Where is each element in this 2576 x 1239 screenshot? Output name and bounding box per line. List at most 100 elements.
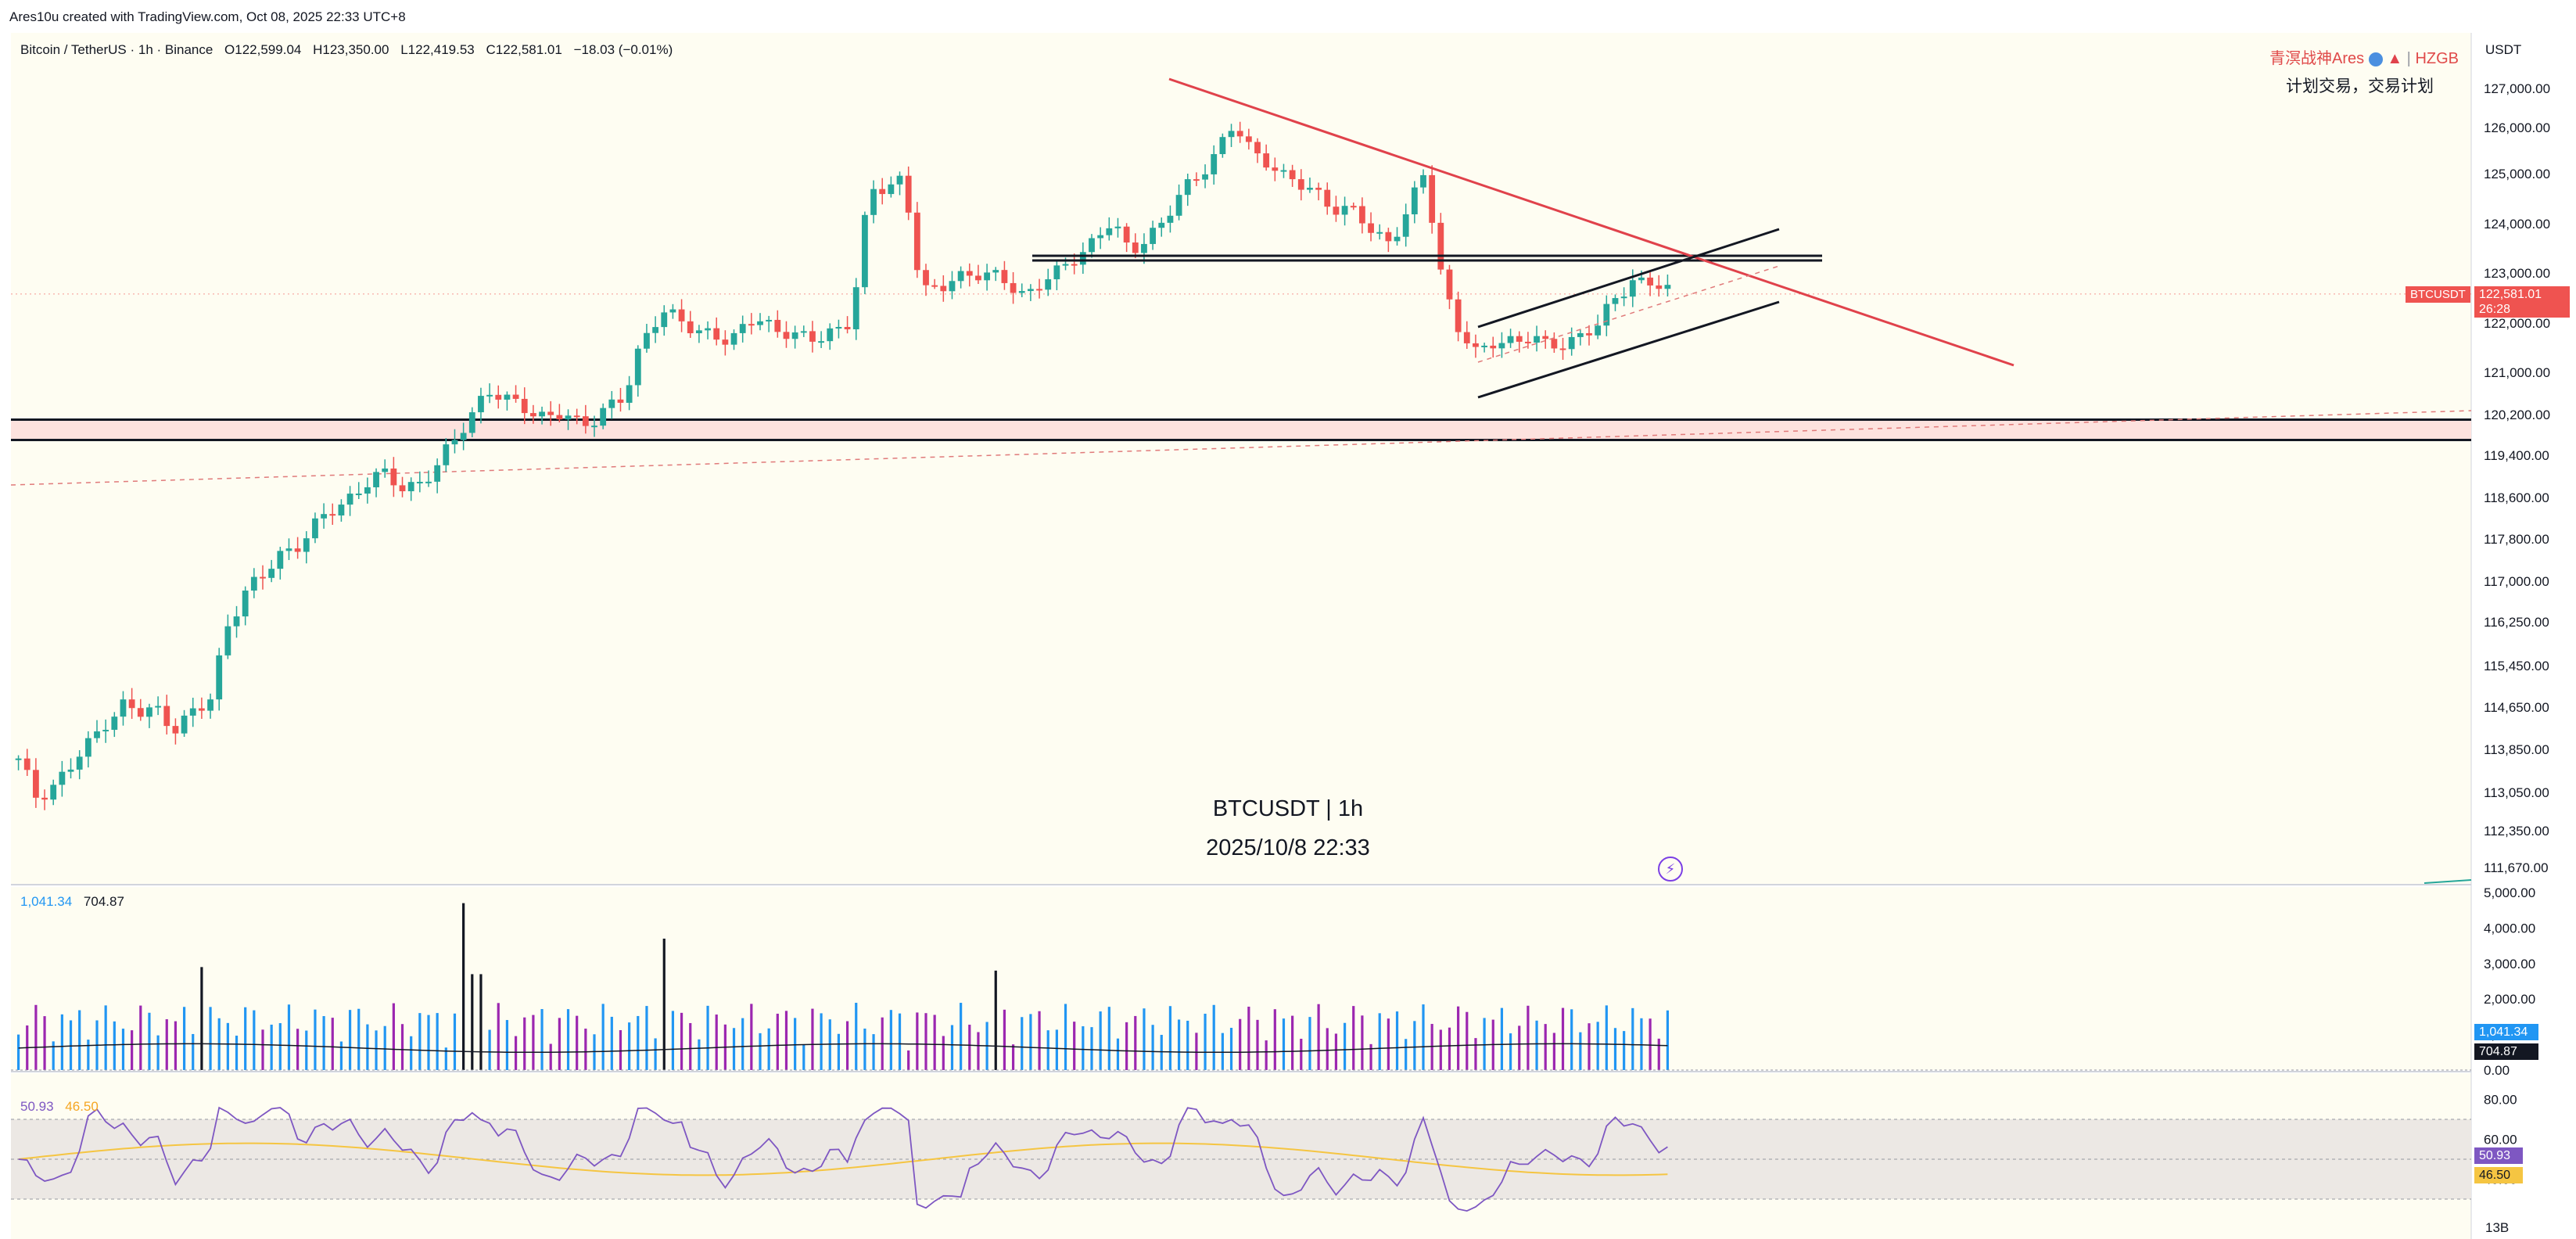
- volume-bar: [1657, 1038, 1660, 1070]
- flame-icon: ▲: [2387, 50, 2403, 67]
- candle-body: [32, 770, 39, 798]
- candle-body: [451, 440, 458, 445]
- candle-body: [468, 412, 475, 433]
- volume-bar: [889, 1010, 892, 1070]
- candle-body: [617, 399, 624, 403]
- candle-body: [1245, 136, 1252, 142]
- candle-body: [233, 616, 240, 627]
- candle-body: [1551, 339, 1558, 349]
- candle-body: [434, 465, 441, 482]
- price-tick-label: 119,400.00: [2484, 448, 2549, 463]
- volume-bar: [1064, 1004, 1067, 1070]
- volume-bar: [497, 1003, 500, 1070]
- candle-body: [111, 716, 118, 731]
- candle-body: [757, 321, 763, 325]
- volume-bar: [436, 1013, 439, 1070]
- symbol-label[interactable]: Bitcoin / TetherUS · 1h · Binance: [20, 42, 213, 57]
- candle-body: [155, 706, 162, 708]
- volume-bar: [104, 1005, 107, 1070]
- volume-bar: [1204, 1013, 1207, 1070]
- candle-body: [399, 485, 406, 492]
- countdown-value: 26:28: [2479, 303, 2511, 316]
- volume-bar: [1151, 1025, 1154, 1070]
- volume-bar: [1038, 1011, 1041, 1070]
- volume-bar: [1387, 1018, 1390, 1070]
- candle-body: [1350, 206, 1357, 208]
- candle-body: [390, 469, 397, 486]
- volume-bar: [540, 1009, 544, 1070]
- volume-bar: [1544, 1024, 1547, 1070]
- low-value: L122,419.53: [400, 42, 475, 57]
- volume-bar: [968, 1025, 971, 1070]
- candle-body: [1132, 242, 1139, 253]
- volume-bar: [1466, 1011, 1469, 1070]
- candle-body: [207, 699, 213, 711]
- volume-bar: [619, 1030, 622, 1070]
- candle-body: [730, 332, 737, 345]
- volume-bar: [794, 1018, 797, 1070]
- volume-bar: [1405, 1039, 1408, 1070]
- candle-body: [1158, 222, 1165, 228]
- candle-body: [1071, 264, 1078, 266]
- candle-body: [1656, 285, 1663, 289]
- volume-bar: [392, 1003, 395, 1070]
- volume-bar: [960, 1003, 963, 1070]
- candle-body: [242, 591, 249, 617]
- volume-bar: [1579, 1032, 1582, 1070]
- volume-bar: [1011, 1044, 1015, 1070]
- candle-body: [879, 189, 886, 195]
- candle-body: [1473, 343, 1479, 347]
- candle-body: [76, 756, 83, 770]
- volume-bar: [1422, 1004, 1425, 1070]
- volume-bar: [383, 1025, 386, 1070]
- candle-body: [1167, 215, 1174, 223]
- volume-bar: [322, 1016, 325, 1070]
- volume-bar: [523, 1017, 526, 1070]
- volume-bar: [16, 1034, 20, 1070]
- candle-body: [695, 330, 702, 334]
- volume-bar: [1134, 1015, 1137, 1070]
- candle-body: [67, 769, 74, 772]
- price-tick-label: 112,350.00: [2484, 824, 2549, 839]
- candle-body: [1498, 343, 1505, 349]
- currency-label[interactable]: USDT: [2485, 42, 2522, 57]
- volume-bar: [278, 1023, 282, 1070]
- candle-body: [1297, 179, 1304, 190]
- candle-body: [905, 175, 912, 213]
- candle-body: [41, 797, 48, 800]
- candle-body: [652, 327, 659, 333]
- candle-body: [1001, 270, 1008, 283]
- candle-body: [373, 472, 379, 487]
- volume-bar: [1090, 1027, 1093, 1070]
- candle-body: [1184, 179, 1191, 196]
- candle-body: [591, 426, 597, 428]
- candle-body: [1368, 223, 1374, 233]
- candle-body: [1150, 228, 1157, 244]
- ohlc-legend: Bitcoin / TetherUS · 1h · Binance O122,5…: [20, 42, 680, 58]
- volume-bar: [1561, 1007, 1565, 1070]
- candle-body: [382, 469, 389, 472]
- attribution-text: Ares10u created with TradingView.com, Oc…: [9, 9, 406, 24]
- volume-bar: [287, 1004, 291, 1070]
- price-tick-label: 124,000.00: [2484, 217, 2550, 232]
- volume-bar: [715, 1015, 718, 1070]
- candle-body: [1455, 299, 1462, 332]
- volume-bar: [1457, 1006, 1460, 1070]
- candle-body: [809, 331, 816, 342]
- volume-tick-label: 5,000.00: [2484, 885, 2535, 900]
- volume-bar: [270, 1024, 273, 1070]
- volume-bar: [942, 1036, 945, 1070]
- candle-body: [1534, 336, 1540, 343]
- volume-bar: [235, 1036, 239, 1070]
- lightning-icon[interactable]: ⚡: [1658, 857, 1683, 882]
- volume-tick-label: 2,000.00: [2484, 992, 2535, 1007]
- rsi-tick-label: 80.00: [2484, 1093, 2517, 1108]
- volume-bar: [427, 1015, 430, 1070]
- volume-bar: [924, 1013, 927, 1070]
- volume-value-b: 704.87: [83, 894, 124, 909]
- rsi-badge-b: 46.50: [2474, 1167, 2523, 1183]
- candle-body: [940, 286, 947, 292]
- candle-body: [713, 328, 720, 340]
- candle-body: [1114, 226, 1121, 228]
